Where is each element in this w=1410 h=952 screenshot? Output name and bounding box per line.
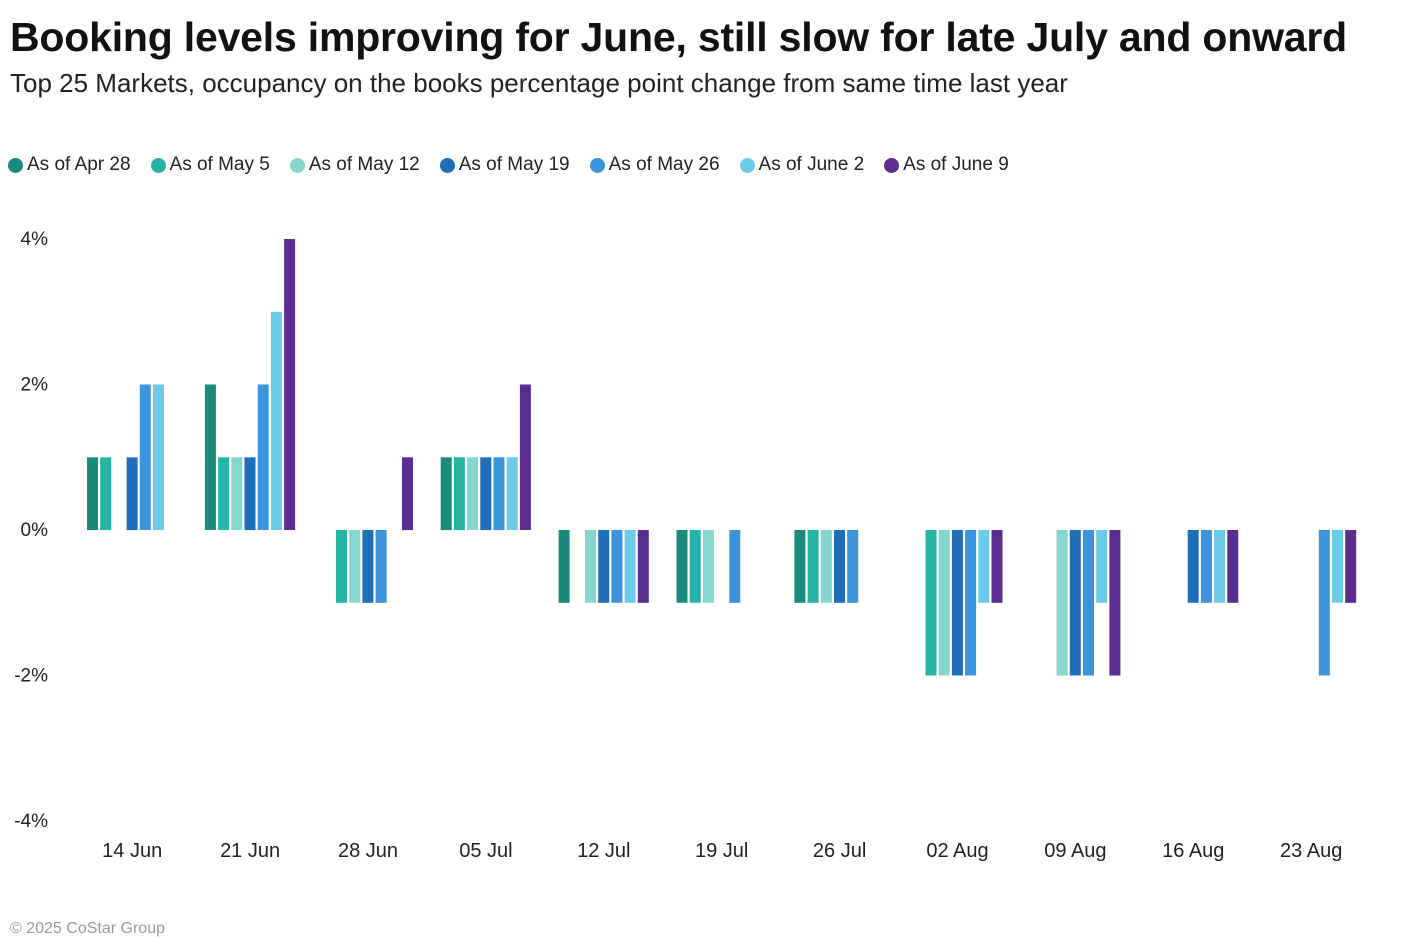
bar-02-aug-series-1 [925,530,937,676]
legend-marker-icon [8,157,23,173]
bar-19-jul-series-0 [676,530,688,603]
bar-09-aug-series-4 [1083,530,1094,676]
legend-marker-icon [150,157,166,173]
bar-12-jul-series-2 [585,530,596,603]
legend-item-3: As of May 19 [439,154,570,176]
x-tick-label: 28 Jun [338,840,398,862]
legend-label: As of May 12 [308,154,420,175]
bar-26-jul-series-2 [820,530,832,603]
bar-12-jul-series-6 [637,530,649,603]
bar-23-aug-series-5 [1332,530,1343,603]
bar-14-jun-series-0 [87,457,98,531]
legend-marker-icon [589,157,605,173]
bar-02-aug-series-2 [938,530,950,676]
x-tick-label: 16 Aug [1162,840,1224,862]
y-tick-label: -4% [14,811,48,832]
x-tick-label: 19 Jul [695,840,748,862]
bar-14-jun-series-5 [153,384,164,530]
legend-label: As of June 9 [903,154,1009,175]
bar-26-jul-series-3 [834,530,845,603]
y-tick-label: -2% [14,666,48,687]
bar-16-aug-series-6 [1227,530,1239,603]
legend-item-2: As of May 12 [289,154,420,176]
y-tick-label: 4% [21,229,49,250]
bar-28-jun-series-6 [402,457,413,531]
bar-02-aug-series-3 [951,530,963,676]
bar-21-jun-series-5 [270,311,282,531]
legend-marker-icon [439,157,455,173]
legend-marker-icon [289,157,305,173]
legend-marker-icon [739,157,755,173]
bar-05-jul-series-6 [519,384,531,530]
bar-21-jun-series-0 [204,384,216,530]
bar-16-aug-series-5 [1214,530,1226,603]
bar-02-aug-series-6 [991,530,1003,603]
bar-26-jul-series-0 [794,530,806,603]
x-tick-label: 21 Jun [220,840,280,862]
bar-28-jun-series-4 [375,530,387,603]
bar-26-jul-series-1 [807,530,819,603]
bar-26-jul-series-4 [847,530,859,603]
bar-16-aug-series-3 [1187,530,1199,603]
x-tick-label: 12 Jul [577,840,630,862]
x-tick-label: 09 Aug [1044,840,1106,862]
bar-21-jun-series-6 [284,239,296,530]
bar-05-jul-series-5 [506,457,518,531]
bar-19-jul-series-1 [689,530,701,603]
x-tick-label: 26 Jul [813,840,866,862]
x-tick-label: 02 Aug [926,840,988,862]
legend-item-5: As of June 2 [739,154,865,176]
bar-05-jul-series-3 [480,457,492,531]
chart-title: Booking levels improving for June, still… [10,14,1347,60]
bar-12-jul-series-5 [624,530,636,603]
bar-21-jun-series-3 [244,457,256,531]
bar-14-jun-series-4 [139,384,151,530]
bar-02-aug-series-4 [965,530,977,676]
bar-14-jun-series-1 [100,457,112,531]
chart-legend: As of Apr 28 As of May 5 As of May 12 As of… [8,154,1029,176]
bar-28-jun-series-3 [362,530,374,603]
bar-19-jul-series-4 [729,530,741,603]
bar-05-jul-series-2 [467,457,479,531]
bar-23-aug-series-4 [1318,530,1330,676]
chart-subtitle: Top 25 Markets, occupancy on the books p… [10,68,1068,98]
legend-marker-icon [884,157,900,173]
bar-09-aug-series-3 [1069,530,1081,676]
y-tick-label: 2% [21,375,49,396]
bar-09-aug-series-5 [1096,530,1108,603]
bar-05-jul-series-0 [440,457,452,531]
legend-label: As of May 26 [608,154,720,175]
legend-item-6: As of June 9 [884,154,1009,176]
bar-12-jul-series-0 [558,530,570,603]
bar-02-aug-series-5 [978,530,990,603]
bar-21-jun-series-2 [231,457,243,531]
x-tick-label: 05 Jul [459,840,512,862]
bar-19-jul-series-2 [702,530,714,603]
legend-label: As of May 5 [169,154,270,175]
bar-14-jun-series-3 [126,457,138,531]
bar-23-aug-series-6 [1345,530,1357,603]
bar-05-jul-series-1 [453,457,465,531]
bar-21-jun-series-4 [257,384,269,530]
legend-label: As of June 2 [758,154,865,175]
x-tick-label: 14 Jun [102,840,162,862]
x-tick-label: 23 Aug [1280,840,1342,862]
bar-12-jul-series-4 [611,530,623,603]
bar-09-aug-series-2 [1056,530,1068,676]
bar-chart: 4% 2% 0% -2% -4% 14 Jun 21 Jun 28 Jun 05 Jul 12 J… [14,229,1357,862]
y-tick-label: 0% [21,520,49,541]
legend-label: As of Apr 28 [27,154,131,175]
legend-label: As of May 19 [458,154,570,175]
legend-item-4: As of May 26 [589,154,720,176]
bar-05-jul-series-4 [493,457,505,531]
legend-item-0: As of Apr 28 [8,154,131,176]
bar-28-jun-series-2 [349,530,361,603]
bar-28-jun-series-1 [336,530,347,603]
bar-21-jun-series-1 [218,457,230,531]
bar-16-aug-series-4 [1200,530,1212,603]
bar-12-jul-series-3 [598,530,610,603]
legend-item-1: As of May 5 [150,154,270,176]
bar-09-aug-series-6 [1109,530,1121,676]
copyright-footer: © 2025 CoStar Group [10,920,165,937]
